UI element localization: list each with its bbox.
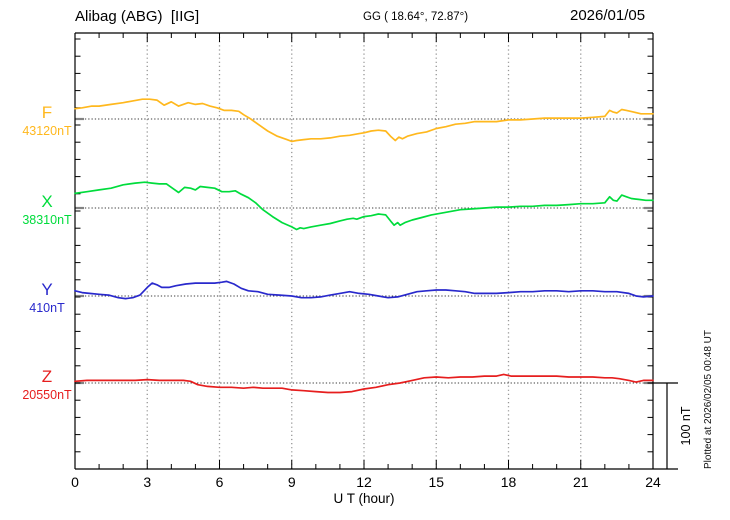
plot-date: 2026/01/05 (570, 7, 646, 24)
trace-label-x: X (41, 192, 53, 211)
x-tick-label-6: 6 (215, 474, 224, 490)
trace-X (74, 181, 654, 231)
x-tick-label-0: 0 (71, 474, 79, 490)
x-tick-label-18: 18 (500, 474, 517, 490)
station-title: Alibag (ABG) [IIG] (75, 8, 200, 25)
base-value-f: 43120nT (22, 124, 72, 138)
base-value-y: 410nT (29, 301, 65, 315)
geographic-coords: GG ( 18.64°, 72.87°) (363, 11, 469, 23)
scale-bar-label: 100 nT (679, 406, 693, 446)
x-tick-label-12: 12 (356, 474, 372, 490)
x-tick-label-24: 24 (645, 474, 661, 490)
base-value-x: 38310nT (22, 213, 72, 227)
base-value-z: 20550nT (22, 388, 72, 402)
trace-Z (74, 373, 654, 394)
x-axis-label: U T (hour) (333, 491, 395, 506)
x-tick-label-9: 9 (287, 474, 296, 490)
trace-label-z: Z (41, 367, 53, 386)
trace-label-y: Y (41, 280, 53, 299)
x-tick-label-15: 15 (428, 474, 445, 490)
x-tick-label-21: 21 (572, 474, 589, 490)
trace-Y (74, 280, 654, 300)
trace-label-f: F (41, 103, 53, 122)
plotted-at-note: Plotted at 2026/02/05 00:48 UT (703, 330, 714, 469)
x-tick-label-3: 3 (143, 474, 152, 490)
trace-F (74, 98, 654, 143)
